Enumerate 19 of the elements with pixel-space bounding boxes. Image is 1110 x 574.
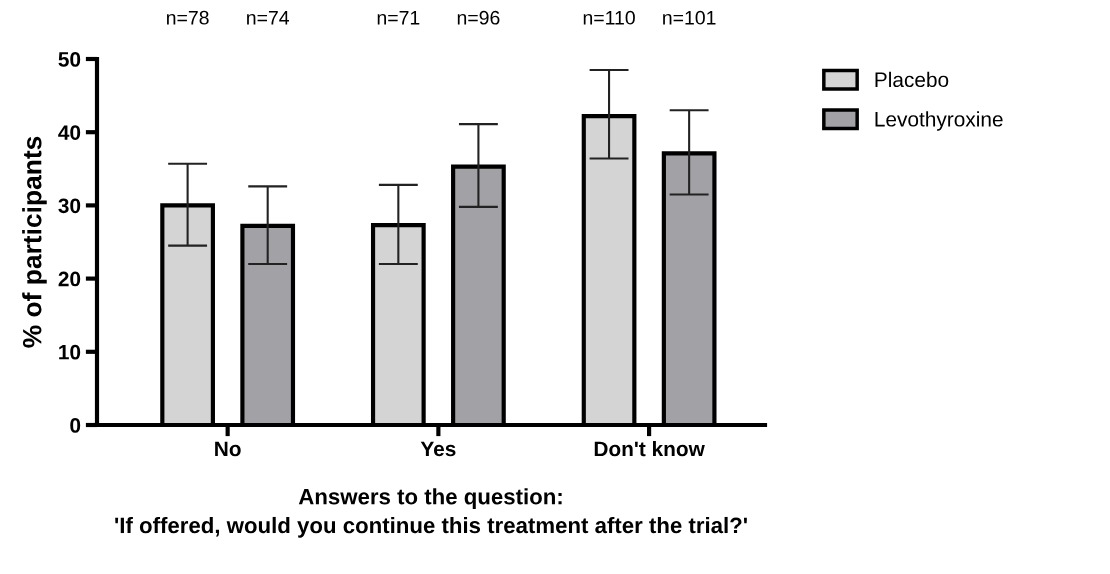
text: n=71 — [377, 11, 420, 25]
x-tick-label: Yes — [420, 441, 456, 457]
text: n=101 — [663, 10, 716, 25]
text: n=74 — [247, 11, 290, 25]
x-tick-label: No — [215, 441, 241, 457]
x-axis-title: Answers to the question: 'If offered, would you continue this treatment after the trial?' — [115, 488, 747, 538]
y-tick-label: 50 — [58, 52, 81, 67]
y-tick-label: 20 — [58, 271, 81, 287]
legend-label: Placebo — [875, 71, 949, 88]
text: n=96 — [457, 10, 500, 25]
y-axis-title: % of participants — [22, 136, 47, 348]
x-tick-label: Don't know — [594, 440, 705, 457]
y-tick-label: 10 — [59, 344, 81, 360]
y-tick-label: 40 — [58, 125, 81, 140]
text: n=110 — [583, 10, 635, 25]
y-tick-label: 0 — [70, 418, 81, 433]
y-tick-label: 30 — [58, 198, 81, 214]
text: n=78 — [167, 10, 209, 25]
legend-label: Levothyroxine — [875, 111, 1003, 131]
